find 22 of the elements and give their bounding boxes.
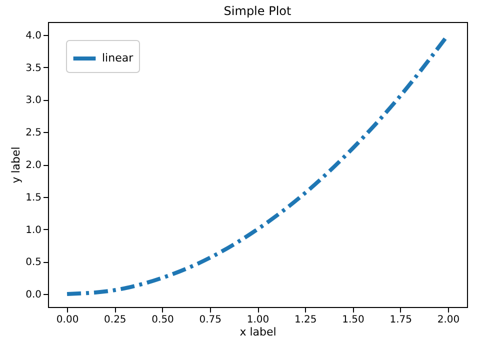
x-axis-title: x label [240, 326, 276, 338]
y-axis-title: y label [10, 146, 23, 184]
x-tick-label: 1.25 [294, 314, 317, 326]
x-tick-label: 0.50 [152, 314, 174, 326]
x-tick-label: 0.25 [104, 314, 126, 326]
y-tick-label: 1.0 [26, 224, 42, 236]
y-tick-label: 4.0 [26, 30, 42, 42]
x-tick-label: 2.00 [437, 314, 460, 326]
y-tick-label: 0.0 [26, 290, 42, 301]
x-tick-label: 0.00 [56, 314, 79, 326]
x-tick-label: 1.75 [390, 314, 412, 326]
x-tick-label: 1.50 [342, 314, 364, 326]
y-tick-label: 3.0 [26, 95, 42, 106]
legend-label: linear [102, 52, 134, 64]
x-tick-label: 0.75 [199, 314, 222, 326]
y-tick-label: 1.5 [26, 192, 42, 204]
y-tick-label: 2.0 [26, 160, 42, 171]
y-tick-label: 2.5 [26, 128, 42, 139]
y-tick-label: 0.5 [26, 257, 42, 268]
x-tick-label: 1.00 [246, 314, 270, 326]
y-tick-label: 3.5 [26, 62, 42, 74]
chart-title: Simple Plot [224, 4, 292, 18]
